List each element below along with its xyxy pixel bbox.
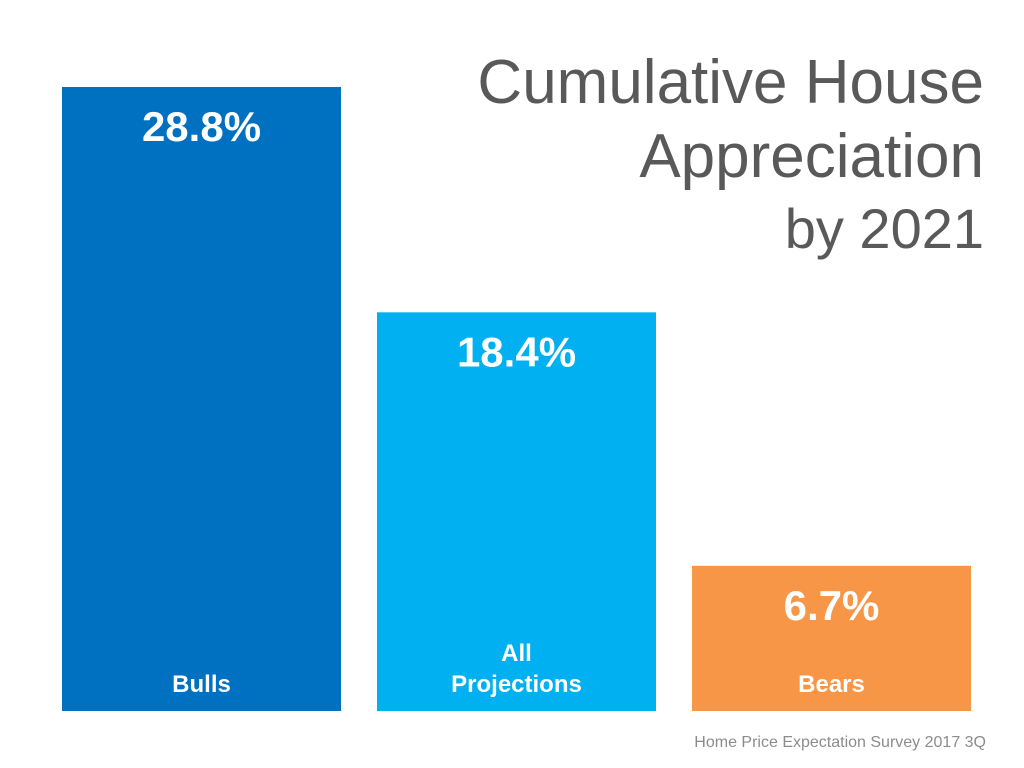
category-label-all-projections-line-1: All (501, 640, 532, 667)
chart-title-line-3: by 2021 (784, 197, 984, 260)
bars-group: 28.8% Bulls 18.4% All Projections 6.7% Bears (62, 87, 971, 711)
data-label-bears: 6.7% (784, 582, 880, 629)
data-label-all-projections: 18.4% (457, 328, 576, 375)
chart-title-line-1: Cumulative House (477, 48, 984, 117)
category-label-bulls-line-1: Bulls (172, 671, 231, 698)
category-label-bears-line-1: Bears (798, 671, 865, 698)
category-label-all-projections-line-2: Projections (451, 671, 582, 698)
source-note: Home Price Expectation Survey 2017 3Q (694, 734, 986, 751)
chart-title-line-2: Appreciation (639, 122, 984, 191)
bar-all-projections (377, 312, 656, 711)
data-label-bulls: 28.8% (142, 103, 261, 150)
bar-bulls (62, 87, 341, 711)
bar-bears (692, 565, 971, 711)
chart-title: Cumulative House Appreciation by 2021 (424, 46, 984, 264)
